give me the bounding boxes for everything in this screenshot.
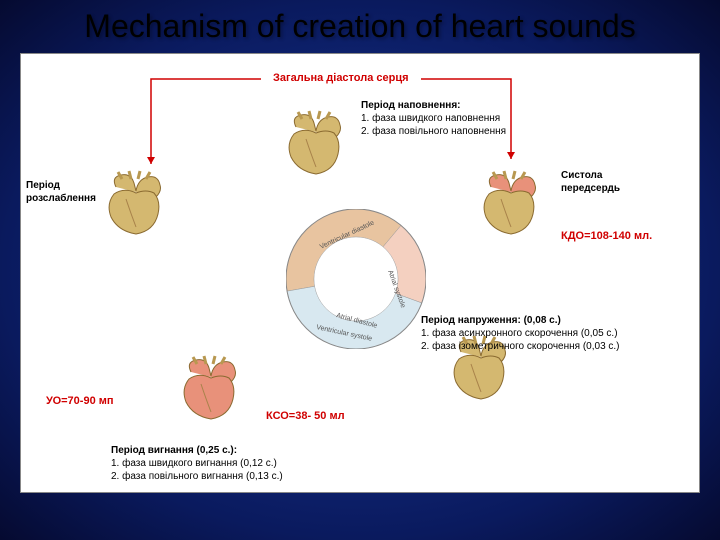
label-relax: Періодрозслаблення [26, 179, 96, 205]
heart-relax [96, 169, 176, 239]
label-fill: Період наповнення:1. фаза швидкого напов… [361, 99, 506, 138]
heart-atrial [471, 169, 551, 239]
cycle-ring: Ventricular diastoleAtrial systoleAtrial… [286, 209, 426, 349]
extra-eject: УО=70-90 мп [46, 394, 114, 408]
heart-eject [171, 354, 251, 424]
diastole-label: Загальна діастола серця [273, 71, 409, 85]
label-atrial: Систолапередсердь [561, 169, 620, 195]
label-tension: Період напруження: (0,08 с.)1. фаза асин… [421, 314, 620, 353]
extra2-eject: КСО=38- 50 мл [266, 409, 345, 423]
heart-fill [276, 109, 356, 179]
extra-atrial: КДО=108-140 мл. [561, 229, 652, 243]
page-title: Mechanism of creation of heart sounds [0, 0, 720, 49]
diagram-panel: Загальна діастола серця Ventricular dias… [20, 53, 700, 493]
label-eject: Період вигнання (0,25 с.):1. фаза швидко… [111, 444, 283, 483]
